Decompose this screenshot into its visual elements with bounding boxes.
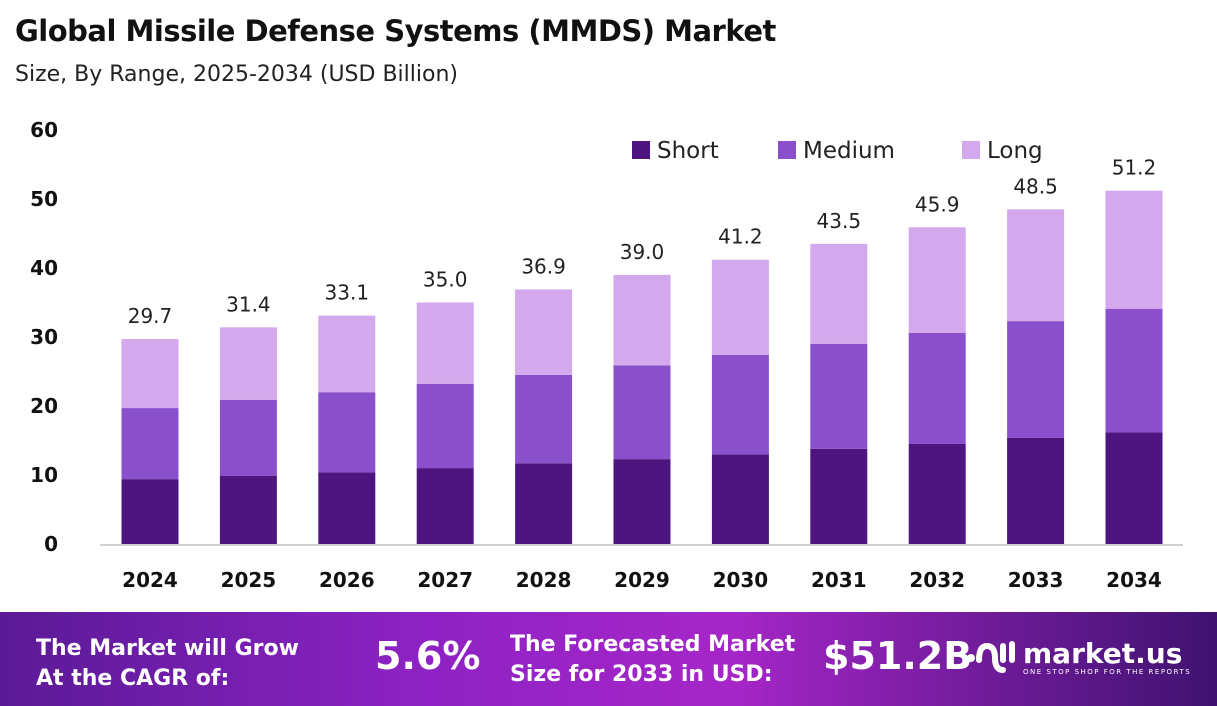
bar-segment-long: [810, 243, 868, 344]
forecast-label-line2: Size for 2033 in USD:: [510, 662, 773, 687]
bar-segment-long: [1007, 209, 1065, 322]
bar-segment-long: [416, 302, 474, 384]
x-tick-label: 2031: [811, 568, 867, 592]
bar-segment-medium: [121, 408, 179, 480]
bar-segment-medium: [515, 374, 573, 464]
bar-segment-long: [1105, 190, 1163, 309]
forecast-value: $51.2B: [823, 634, 973, 678]
total-data-label: 43.5: [817, 209, 862, 233]
bar-segment-long: [613, 274, 671, 366]
total-data-label: 41.2: [718, 225, 763, 249]
bar-segment-short: [318, 472, 376, 544]
legend-swatch-medium: [778, 141, 796, 159]
y-tick-label: 20: [30, 394, 58, 418]
bar-segment-short: [219, 475, 277, 544]
legend-label-long: Long: [987, 138, 1043, 164]
bar-segment-short: [1105, 432, 1163, 544]
bar-segment-medium: [1007, 321, 1065, 438]
forecast-label-line1: The Forecasted Market: [510, 632, 796, 657]
bar-segment-medium: [711, 354, 769, 455]
chart-subtitle: Size, By Range, 2025-2034 (USD Billion): [15, 62, 458, 87]
legend-label-short: Short: [657, 138, 719, 164]
stacked-bar-chart: 010203040506029.7202431.4202533.1202635.…: [30, 118, 1183, 592]
total-data-label: 45.9: [915, 192, 960, 216]
cagr-label-line2: At the CAGR of:: [36, 666, 230, 691]
bar-segment-short: [1007, 437, 1065, 544]
x-tick-label: 2033: [1008, 568, 1064, 592]
x-tick-label: 2024: [122, 568, 178, 592]
x-tick-label: 2028: [516, 568, 572, 592]
cagr-value: 5.6%: [375, 634, 481, 678]
x-tick-label: 2030: [713, 568, 769, 592]
cagr-label: The Market will Grow At the CAGR of:: [36, 634, 299, 694]
brand-name: market.us: [1023, 637, 1183, 670]
total-data-label: 39.0: [620, 240, 665, 264]
total-data-label: 36.9: [521, 254, 566, 278]
total-data-label: 35.0: [423, 268, 468, 292]
x-tick-label: 2034: [1106, 568, 1162, 592]
bar-segment-medium: [318, 392, 376, 473]
x-tick-label: 2032: [909, 568, 965, 592]
bar-segment-long: [908, 227, 966, 333]
bar-segment-medium: [416, 383, 474, 469]
legend-swatch-long: [962, 141, 980, 159]
legend-swatch-short: [632, 141, 650, 159]
total-data-label: 29.7: [128, 304, 173, 328]
bar-segment-medium: [613, 365, 671, 460]
footer-banner: The Market will Grow At the CAGR of: 5.6…: [0, 612, 1217, 706]
total-data-label: 33.1: [325, 281, 370, 305]
bar-segment-medium: [810, 343, 868, 449]
y-tick-label: 0: [44, 532, 58, 556]
bar-segment-long: [219, 327, 277, 400]
y-tick-label: 50: [30, 187, 58, 211]
bar-segment-short: [121, 479, 179, 544]
bar-segment-medium: [219, 399, 277, 476]
bar-segment-long: [318, 315, 376, 393]
bar-segment-short: [613, 459, 671, 544]
total-data-label: 51.2: [1112, 156, 1157, 180]
legend-label-medium: Medium: [803, 138, 895, 164]
x-tick-label: 2026: [319, 568, 375, 592]
y-tick-label: 30: [30, 325, 58, 349]
bar-segment-short: [711, 454, 769, 544]
y-tick-label: 40: [30, 256, 58, 280]
bar-segment-medium: [908, 332, 966, 444]
brand-logo: market.us ONE STOP SHOP FOR THE REPORTS: [965, 638, 1191, 678]
total-data-label: 31.4: [226, 292, 271, 316]
forecast-label: The Forecasted Market Size for 2033 in U…: [510, 630, 795, 690]
bar-segment-long: [121, 339, 179, 409]
bar-segment-short: [810, 448, 868, 544]
total-data-label: 48.5: [1013, 174, 1058, 198]
bar-segment-long: [515, 289, 573, 375]
bar-segment-short: [515, 463, 573, 544]
x-tick-label: 2025: [221, 568, 277, 592]
bar-segment-short: [416, 468, 474, 544]
brand-tagline: ONE STOP SHOP FOR THE REPORTS: [1023, 668, 1192, 676]
y-tick-label: 60: [30, 118, 58, 142]
cagr-label-line1: The Market will Grow: [36, 636, 299, 661]
x-tick-label: 2027: [417, 568, 473, 592]
bar-segment-short: [908, 443, 966, 544]
bar-segment-medium: [1105, 308, 1163, 433]
bar-segment-long: [711, 259, 769, 355]
x-tick-label: 2029: [614, 568, 670, 592]
logo-icon: [967, 641, 1015, 673]
chart-title: Global Missile Defense Systems (MMDS) Ma…: [15, 14, 776, 48]
y-tick-label: 10: [30, 463, 58, 487]
